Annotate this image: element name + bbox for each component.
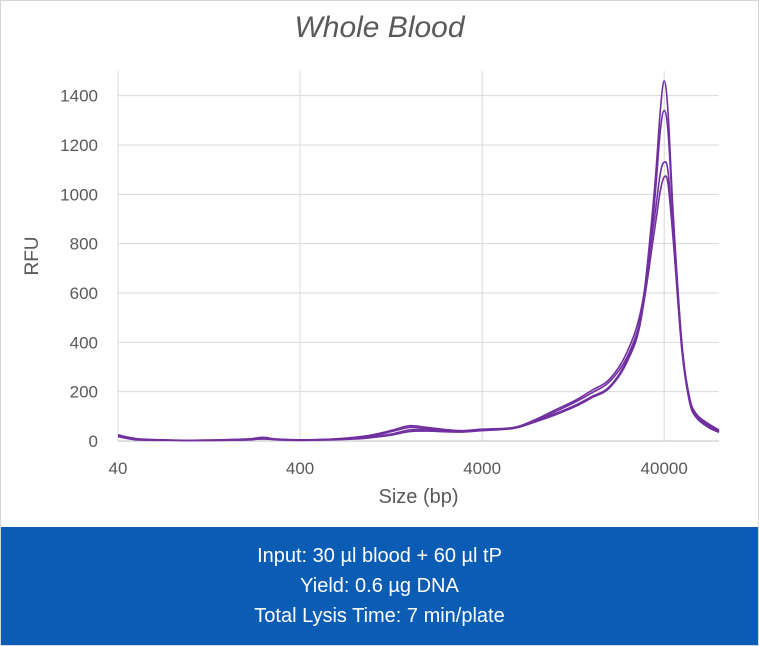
y-tick-label: 1400 bbox=[60, 87, 98, 106]
y-tick-label: 200 bbox=[70, 383, 98, 402]
info-lysis-time-line: Total Lysis Time: 7 min/plate bbox=[254, 605, 505, 627]
y-tick-label: 0 bbox=[89, 432, 98, 451]
x-tick-label: 4000 bbox=[463, 459, 501, 478]
x-axis-label: Size (bp) bbox=[378, 486, 459, 508]
info-banner: Input: 30 µl blood + 60 µl tP Yield: 0.6… bbox=[1, 527, 758, 645]
series-line-3 bbox=[117, 161, 720, 442]
y-tick-label: 1200 bbox=[60, 136, 98, 155]
x-tick-label: 40 bbox=[109, 459, 128, 478]
y-tick-label: 800 bbox=[70, 235, 98, 254]
chart-plot: 0 200 400 600 800 1000 1200 1400 40 400 4000 40000 bbox=[60, 71, 720, 478]
series-line-1 bbox=[117, 80, 720, 442]
series-line-2 bbox=[117, 109, 720, 442]
y-tick-label: 400 bbox=[70, 333, 98, 352]
y-tick-label: 1000 bbox=[60, 185, 98, 204]
x-tick-label: 40000 bbox=[641, 459, 688, 478]
chart-title: Whole Blood bbox=[294, 11, 465, 44]
y-tick-label: 600 bbox=[70, 284, 98, 303]
x-tick-label: 400 bbox=[286, 459, 314, 478]
info-yield-line: Yield: 0.6 µg DNA bbox=[300, 575, 459, 597]
info-input-line: Input: 30 µl blood + 60 µl tP bbox=[257, 545, 502, 567]
series-line-4 bbox=[117, 175, 720, 442]
